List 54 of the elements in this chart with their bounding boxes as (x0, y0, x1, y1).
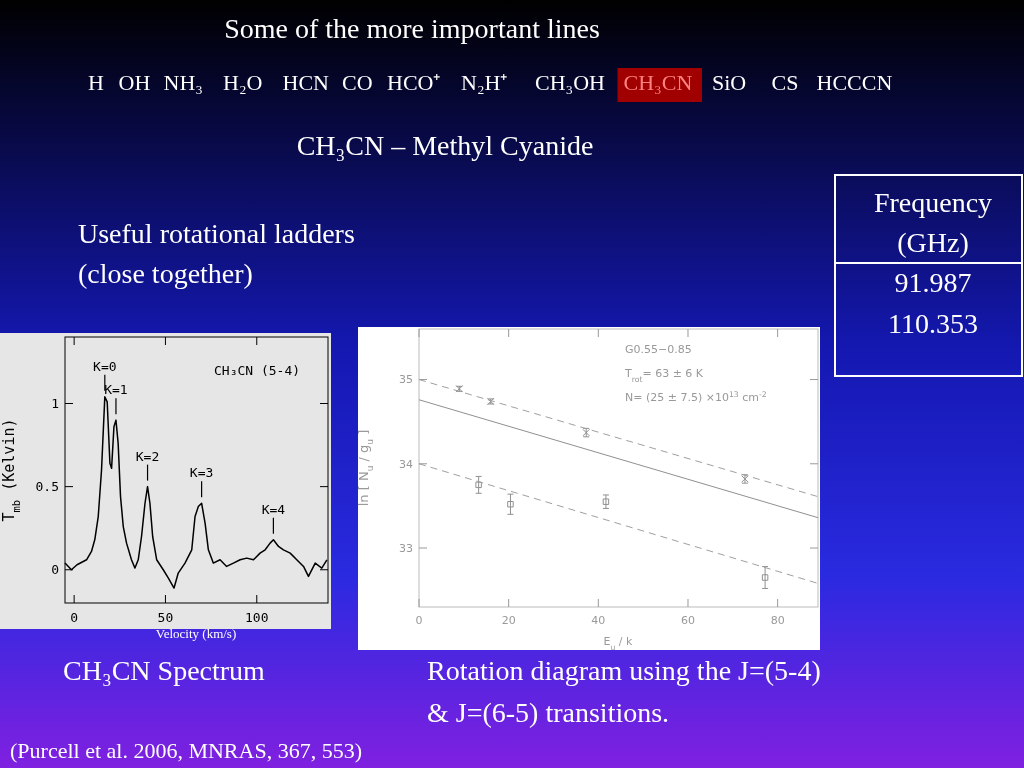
x-tick-label: 0 (70, 610, 79, 625)
category-label: CH₃OH (535, 70, 606, 95)
annotation: G0.55−0.85 (625, 343, 692, 356)
y-tick-label: 35 (399, 373, 413, 387)
category-label: HCN (282, 70, 330, 95)
text: Some of the more important lines (224, 13, 600, 44)
category-label: H₂O (223, 70, 263, 95)
category-label: CH₃CN (623, 70, 693, 95)
text: Useful rotational ladders (78, 218, 355, 249)
text: 110.353 (888, 308, 978, 339)
y-tick-label: 33 (399, 541, 413, 555)
category-label: OH (118, 70, 151, 95)
x-tick-label: 60 (680, 614, 695, 627)
category-label: N₂H⁺ (461, 70, 508, 95)
text: (close together) (78, 258, 253, 289)
point (475, 481, 482, 489)
x-tick-label: 100 (245, 610, 269, 625)
y-tick-label: 34 (399, 457, 413, 471)
text: & J=(6-5) transitions. (427, 697, 670, 728)
annotation: T$_{rot}$= 63 ± 6 K (624, 367, 704, 384)
text: 91.987 (894, 267, 972, 298)
category-label: SiO (712, 70, 747, 95)
annotation: K=4 (261, 501, 286, 517)
text: (Purcell et al. 2006, MNRAS, 367, 553) (10, 738, 362, 763)
y-tick-label: 0.5 (35, 479, 59, 495)
y-tick-label: 0 (51, 562, 59, 578)
x-tick-label: 0 (415, 614, 423, 627)
text: (GHz) (897, 227, 969, 258)
annotation: CH₃CN (5-4) (214, 363, 301, 378)
annotation: K=0 (93, 358, 117, 374)
x-tick-label: 50 (157, 610, 174, 625)
point (507, 500, 514, 508)
category-label: H (88, 70, 104, 95)
y-tick-label: 1 (51, 396, 59, 412)
text: Rotation diagram using the J=(5-4) (427, 655, 821, 686)
text: Frequency (873, 187, 993, 218)
category-label: CS (771, 70, 799, 95)
text: CH₃CN Spectrum (63, 655, 266, 686)
annotation: K=1 (104, 382, 128, 398)
category-label: NH₃ (163, 70, 203, 95)
point (602, 498, 610, 505)
category-label: HCCCN (816, 70, 893, 95)
category-label: CO (342, 70, 373, 95)
x-tick-label: 40 (591, 614, 606, 627)
x-tick-label: 20 (501, 614, 516, 627)
point (761, 574, 769, 581)
x-axis-title: Velocity (km/s) (155, 626, 237, 641)
annotation: K=3 (189, 465, 214, 481)
x-axis-title: E$_{u}$ / k (603, 635, 634, 652)
category-label: HCO⁺ (387, 70, 441, 95)
annotation: K=2 (135, 448, 160, 464)
text: CH₃CN – Methyl Cyanide (296, 130, 594, 161)
x-tick-label: 80 (770, 614, 785, 627)
annotation: N= (25 ± 7.5) ×10$^{13}$ cm$^{-2}$ (625, 389, 767, 404)
